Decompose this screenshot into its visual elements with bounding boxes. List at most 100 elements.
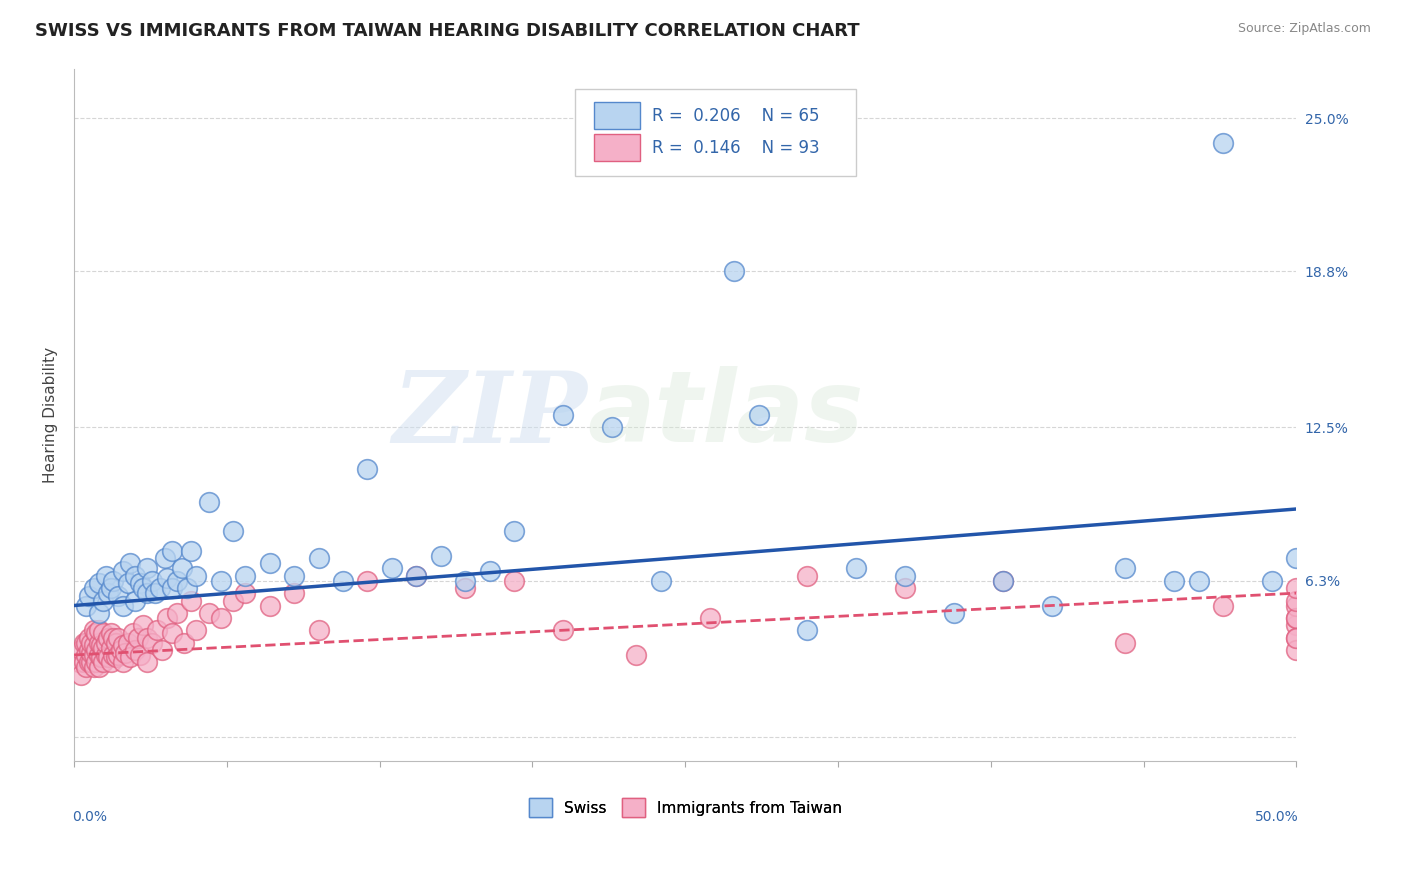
Point [180,544,202,558]
Point [146,624,169,638]
FancyBboxPatch shape [593,135,640,161]
Point [107,631,129,645]
Point [104,635,127,649]
Point [748,408,770,422]
Point [94,648,117,662]
Point [75,648,97,662]
Point [222,593,245,607]
Point [83,581,105,595]
Point [97,650,120,665]
Point [100,581,122,595]
Text: atlas: atlas [588,367,863,464]
Point [723,264,745,278]
Point [209,611,232,625]
Point [83,660,105,674]
Point [80,656,103,670]
Point [308,624,330,638]
Point [845,561,868,575]
Point [156,611,179,625]
Point [87,635,110,649]
Point [429,549,451,563]
Point [117,576,139,591]
Point [150,643,173,657]
Point [111,564,134,578]
Point [87,606,110,620]
Point [1114,635,1136,649]
Point [166,606,188,620]
Text: R =  0.146    N = 93: R = 0.146 N = 93 [652,138,820,156]
Point [149,581,172,595]
Point [160,625,183,640]
Text: 50.0%: 50.0% [1256,810,1299,824]
Text: SWISS VS IMMIGRANTS FROM TAIWAN HEARING DISABILITY CORRELATION CHART: SWISS VS IMMIGRANTS FROM TAIWAN HEARING … [35,22,860,40]
Point [1114,561,1136,575]
Point [1285,593,1308,607]
Point [83,624,105,638]
Point [143,586,166,600]
FancyBboxPatch shape [593,103,640,128]
Point [120,557,142,571]
Point [1285,581,1308,595]
Point [405,569,427,583]
Point [160,581,183,595]
Point [84,656,107,670]
Point [87,624,110,638]
Point [141,574,163,588]
Point [626,648,648,662]
Point [77,656,100,670]
Point [405,569,427,583]
Point [233,586,256,600]
Point [111,638,134,652]
Point [1285,611,1308,625]
Point [70,667,93,681]
Point [107,589,129,603]
Point [1285,631,1308,645]
Point [1261,574,1284,588]
Point [478,564,501,578]
Point [107,648,129,662]
Point [93,656,115,670]
Point [90,638,112,652]
Point [77,643,100,657]
Point [70,643,93,657]
Point [103,574,125,588]
Point [454,581,477,595]
Point [160,544,183,558]
Point [100,625,122,640]
Point [129,648,152,662]
Point [141,635,163,649]
Point [991,574,1014,588]
Text: 0.0%: 0.0% [72,810,107,824]
Point [75,635,97,649]
Point [197,606,219,620]
Point [356,574,378,588]
Legend: Swiss, Immigrants from Taiwan: Swiss, Immigrants from Taiwan [523,792,848,823]
Point [283,586,305,600]
Point [796,624,818,638]
Point [943,606,966,620]
Point [176,581,198,595]
Point [1285,643,1308,657]
Point [381,561,404,575]
Point [259,557,281,571]
Point [356,462,378,476]
Point [100,640,122,655]
Point [93,593,115,607]
Y-axis label: Hearing Disability: Hearing Disability [44,347,58,483]
Point [186,624,208,638]
Point [259,599,281,613]
Point [87,648,110,662]
Point [894,581,917,595]
Point [1285,611,1308,625]
Point [222,524,245,539]
Point [93,640,115,655]
Point [120,650,142,665]
Point [1212,136,1234,150]
Point [170,561,193,575]
Point [80,635,103,649]
Point [77,631,100,645]
Point [124,643,146,657]
Point [1163,574,1185,588]
Point [124,593,146,607]
Point [87,660,110,674]
